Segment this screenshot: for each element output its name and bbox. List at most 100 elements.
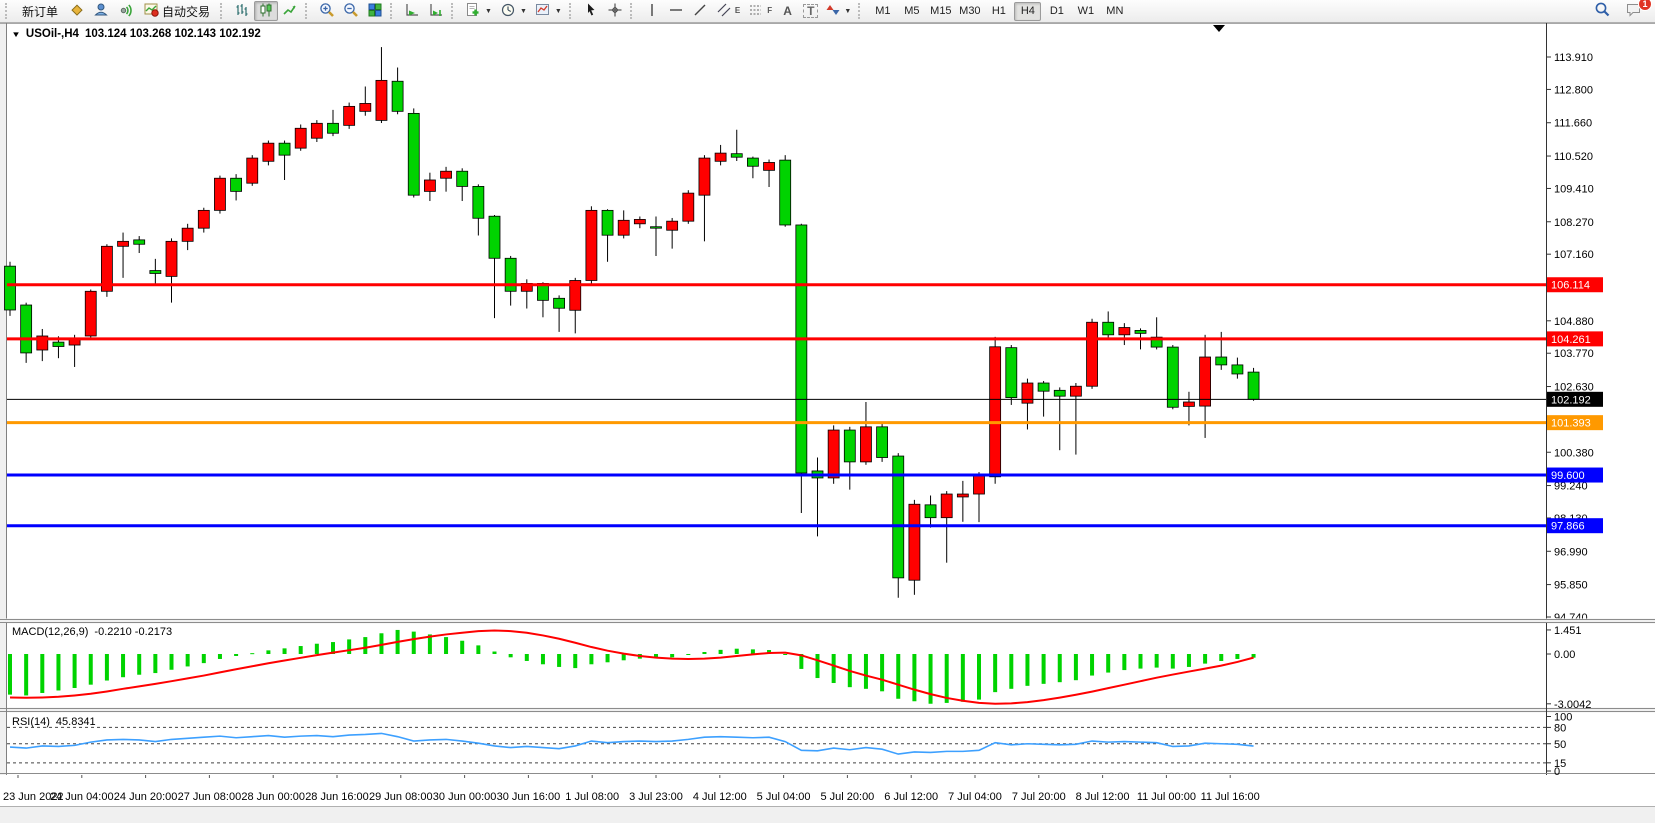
toolbar-grip[interactable] xyxy=(305,3,311,19)
candle xyxy=(20,304,33,354)
horizontal-line-button[interactable] xyxy=(664,1,688,21)
price-badge xyxy=(1547,331,1603,347)
toolbar-grip[interactable] xyxy=(858,3,864,19)
vertical-line-button[interactable] xyxy=(640,1,664,21)
candle xyxy=(1247,371,1260,400)
price-axis[interactable]: 113.910 112.800 111.660 110.520 109.410 108.2… xyxy=(1546,52,1594,624)
zoom-out-button[interactable] xyxy=(339,1,363,21)
auto-scroll-button[interactable] xyxy=(400,1,424,21)
candles xyxy=(4,47,1260,598)
channel-icon xyxy=(716,2,732,21)
timeframe-button-mn[interactable]: MN xyxy=(1106,5,1124,17)
timeframe-button-m15[interactable]: M15 xyxy=(930,5,952,17)
svg-text:24 Jun 04:00: 24 Jun 04:00 xyxy=(50,791,114,803)
toolbar-grip[interactable] xyxy=(5,3,11,19)
rsi-name: RSI(14) xyxy=(12,716,50,728)
toolbar-grip[interactable] xyxy=(220,3,226,19)
indicators-dropdown-icon[interactable]: ▼ xyxy=(485,7,492,15)
toolbar-grip[interactable] xyxy=(568,3,575,19)
trendline-button[interactable] xyxy=(688,1,712,21)
macd-bar xyxy=(863,654,868,689)
macd-bar xyxy=(977,654,981,700)
macd-bar xyxy=(121,654,126,678)
svg-text:102.630: 102.630 xyxy=(1554,382,1594,394)
macd-bar xyxy=(1073,654,1078,681)
candle xyxy=(133,239,146,245)
rsi-value: 45.8341 xyxy=(55,716,96,728)
symbol-dropdown-icon[interactable]: ▼ xyxy=(11,29,21,39)
line-chart-button[interactable] xyxy=(278,1,302,21)
macd-bar xyxy=(72,654,77,688)
auto-trading-button[interactable]: 自动交易 xyxy=(137,1,217,21)
timeframe-button-w1[interactable]: W1 xyxy=(1077,5,1095,17)
templates-button[interactable]: ▼ xyxy=(531,1,566,21)
macd-bar xyxy=(524,654,529,661)
svg-text:30 Jun 16:00: 30 Jun 16:00 xyxy=(497,791,561,803)
periods-button[interactable]: ▼ xyxy=(496,1,531,21)
crosshair-button[interactable] xyxy=(603,1,627,21)
text-label-button[interactable]: T xyxy=(799,1,822,21)
zoom-in-button[interactable] xyxy=(315,1,339,21)
candle xyxy=(391,80,404,112)
timeframe-button-h4[interactable]: H4 xyxy=(1014,1,1042,21)
chat-button[interactable]: 1 xyxy=(1621,0,1652,21)
search-button[interactable] xyxy=(1590,1,1615,21)
macd-bar xyxy=(1090,654,1095,676)
macd-label: MACD(12,26,9) -0.2210 -0.2173 xyxy=(12,626,172,638)
timeframe-button-m30[interactable]: M30 xyxy=(959,5,981,17)
svg-text:95.850: 95.850 xyxy=(1554,580,1588,592)
timeframe-button-h1[interactable]: H1 xyxy=(991,5,1006,17)
candle xyxy=(84,290,97,337)
svg-text:5 Jul 20:00: 5 Jul 20:00 xyxy=(820,791,874,803)
text-button[interactable]: A xyxy=(776,1,799,21)
svg-text:27 Jun 08:00: 27 Jun 08:00 xyxy=(178,791,242,803)
tile-windows-button[interactable] xyxy=(363,1,387,21)
cursor-button[interactable] xyxy=(579,1,603,21)
channel-button[interactable]: E xyxy=(712,1,744,21)
community-button[interactable] xyxy=(89,1,113,21)
fibonacci-button[interactable]: F xyxy=(744,1,776,21)
indicators-button[interactable]: ▼ xyxy=(461,1,496,21)
price-levels[interactable]: 106.114 104.261 102.192 101.393 99.600 97.866 xyxy=(7,277,1603,534)
toolbar-grip[interactable] xyxy=(451,3,457,19)
chart-shift-button[interactable] xyxy=(424,1,448,21)
candle xyxy=(633,219,646,225)
text-label-icon: T xyxy=(803,4,819,18)
macd-bar xyxy=(266,650,271,654)
candle xyxy=(1215,356,1228,366)
macd-bar xyxy=(1154,654,1159,668)
chart-shift-marker[interactable] xyxy=(1213,25,1225,32)
candle xyxy=(440,170,452,179)
market-button[interactable] xyxy=(65,1,89,21)
periods-dropdown-icon[interactable]: ▼ xyxy=(519,7,527,15)
candle xyxy=(779,159,792,226)
arrows-dropdown-icon[interactable]: ▼ xyxy=(844,7,852,15)
arrows-button[interactable]: ▼ xyxy=(822,1,855,21)
candle xyxy=(197,209,210,229)
timeframe-button-d1[interactable]: D1 xyxy=(1049,5,1064,17)
signals-button[interactable] xyxy=(113,1,137,21)
bar-chart-button[interactable] xyxy=(230,1,254,21)
templates-dropdown-icon[interactable]: ▼ xyxy=(554,7,562,15)
new-order-button[interactable]: 新订单 xyxy=(15,1,65,21)
toolbar-grip[interactable] xyxy=(629,3,636,19)
community-icon xyxy=(93,2,109,21)
macd-bar xyxy=(750,649,755,654)
svg-text:11 Jul 16:00: 11 Jul 16:00 xyxy=(1201,791,1260,803)
candle xyxy=(924,504,937,519)
svg-text:7 Jul 20:00: 7 Jul 20:00 xyxy=(1012,791,1066,803)
candlestick-chart-button[interactable] xyxy=(254,1,279,21)
price-badge xyxy=(1547,415,1603,431)
candle xyxy=(472,186,485,219)
timeframe-button-m1[interactable]: M1 xyxy=(875,5,891,17)
toolbar-right-group: 1 xyxy=(1590,0,1652,21)
candle xyxy=(36,335,49,351)
price-badge xyxy=(1547,277,1603,293)
macd-bar xyxy=(217,654,222,659)
toolbar-grip[interactable] xyxy=(390,3,396,19)
timeframe-button-m5[interactable]: M5 xyxy=(904,5,920,17)
